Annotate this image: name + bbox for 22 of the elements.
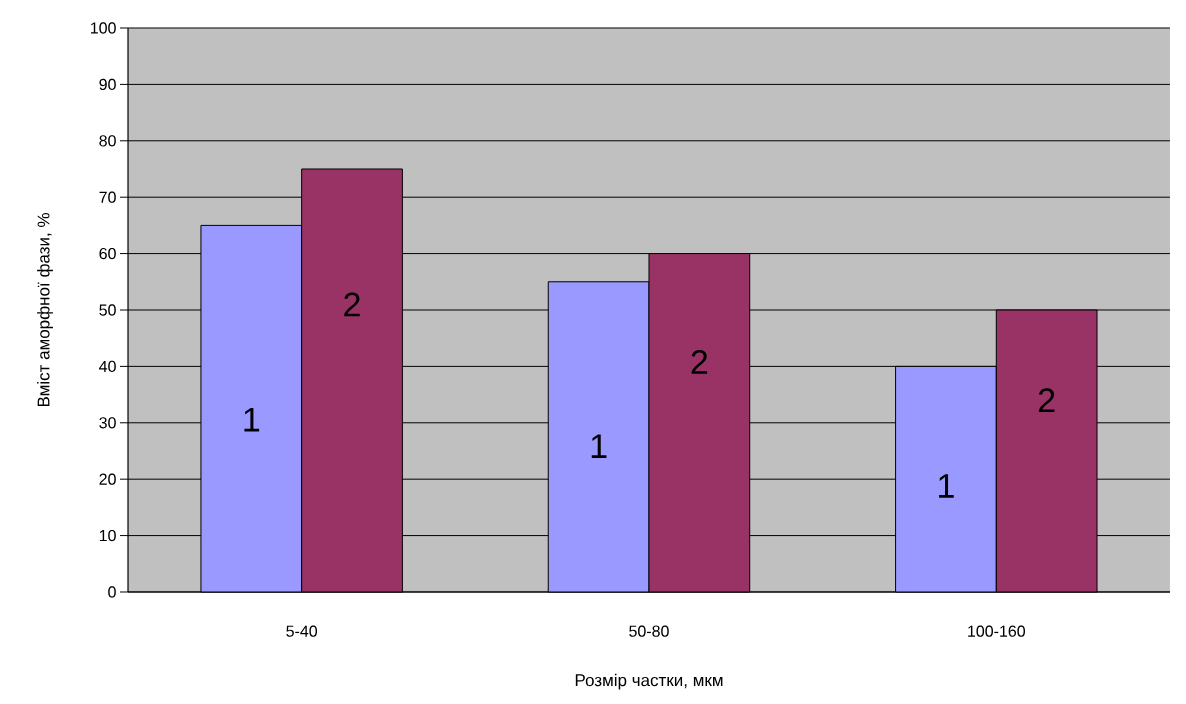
x-tick-label: 5-40 xyxy=(286,625,318,637)
y-tick-label: 20 xyxy=(99,473,116,485)
x-tick-label: 50-80 xyxy=(629,625,669,637)
y-tick-label: 100 xyxy=(91,22,116,34)
y-tick-label: 70 xyxy=(99,191,116,203)
y-tick-label: 40 xyxy=(99,360,116,373)
text: 1 xyxy=(244,407,260,432)
y-tick-label: 0 xyxy=(108,586,116,598)
y-tick-label: 80 xyxy=(99,135,116,147)
text: 1 xyxy=(591,434,607,458)
series-label: 2 xyxy=(1038,388,1055,413)
y-tick-label: 60 xyxy=(99,247,116,260)
y-axis-title: Вміст аморфної фази, % xyxy=(37,213,53,407)
x-tick-label: 100-160 xyxy=(968,625,1026,637)
y-tick-label: 30 xyxy=(99,417,116,429)
y-tick-label: 50 xyxy=(99,304,116,316)
text: 2 xyxy=(691,350,708,374)
x-axis-title: Розмір частки, мкм xyxy=(575,673,723,690)
y-tick-label: 90 xyxy=(99,78,116,91)
series-label: 1 xyxy=(939,474,954,498)
y-tick-label: 10 xyxy=(99,529,116,542)
text: 2 xyxy=(344,292,360,317)
